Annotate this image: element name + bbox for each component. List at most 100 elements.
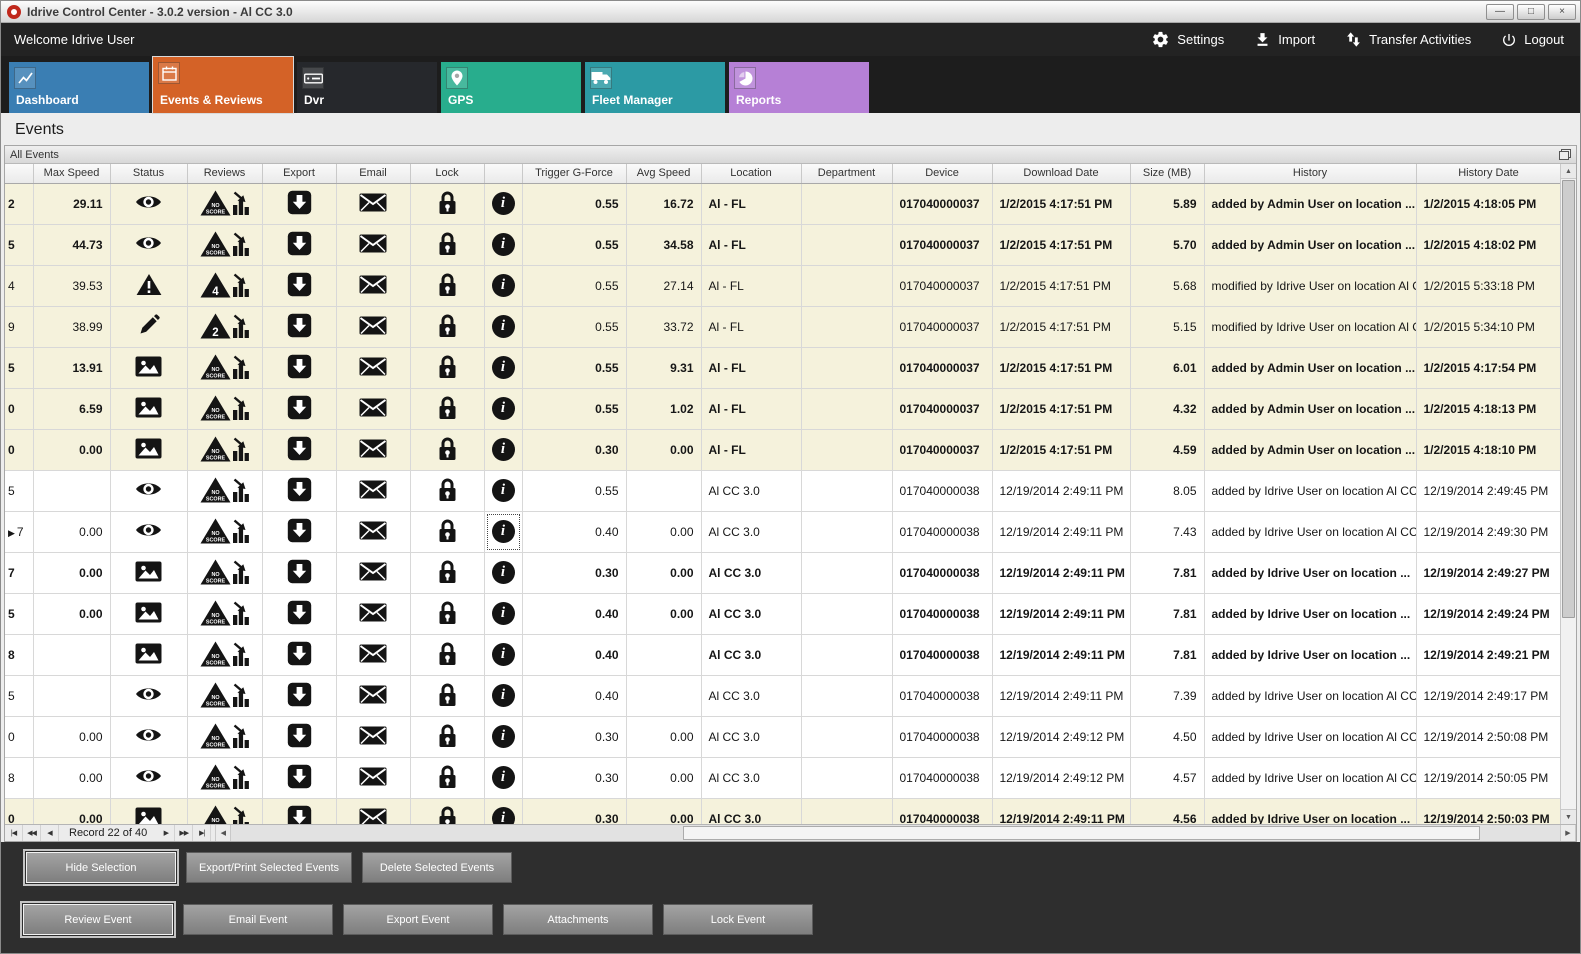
- cell-row-id[interactable]: 4: [5, 265, 34, 307]
- cell-download-date[interactable]: 12/19/2014 2:49:11 PM: [992, 593, 1131, 635]
- lock-icon[interactable]: [437, 601, 458, 628]
- cell-export[interactable]: [262, 183, 337, 225]
- cell-export[interactable]: [262, 388, 337, 430]
- cell-info[interactable]: i: [484, 388, 523, 430]
- cell-max-speed[interactable]: 0.00: [33, 429, 111, 471]
- cell-lock[interactable]: [410, 265, 485, 307]
- cell-row-id[interactable]: 7: [5, 552, 34, 594]
- cell-trigger-g-force[interactable]: 0.55: [522, 183, 627, 225]
- cell-download-date[interactable]: 12/19/2014 2:49:11 PM: [992, 470, 1131, 512]
- cell-lock[interactable]: [410, 470, 485, 512]
- cell-lock[interactable]: [410, 593, 485, 635]
- cell-avg-speed[interactable]: [626, 634, 702, 676]
- info-icon[interactable]: i: [491, 397, 515, 420]
- column-header-size-mb[interactable]: Size (MB): [1130, 164, 1205, 184]
- cell-lock[interactable]: [410, 511, 485, 553]
- nav-last-button[interactable]: ▶|: [193, 825, 212, 841]
- cell-history[interactable]: modified by Idrive User on location Al C…: [1204, 265, 1417, 307]
- column-header-status[interactable]: Status: [110, 164, 188, 184]
- cell-email[interactable]: [336, 634, 411, 676]
- cell-row-id[interactable]: 8: [5, 757, 34, 799]
- lock-event-button[interactable]: Lock Event: [663, 904, 813, 935]
- cell-status[interactable]: [110, 429, 188, 471]
- nav-prev-button[interactable]: ◀: [41, 825, 59, 841]
- column-header-history[interactable]: History: [1204, 164, 1417, 184]
- cell-status[interactable]: [110, 511, 188, 553]
- cell-row-id[interactable]: 2: [5, 183, 34, 225]
- cell-location[interactable]: Al - FL: [701, 224, 802, 266]
- cell-device[interactable]: 017040000038: [892, 798, 993, 824]
- cell-email[interactable]: [336, 183, 411, 225]
- cell-trigger-g-force[interactable]: 0.40: [522, 675, 627, 717]
- cell-email[interactable]: [336, 429, 411, 471]
- cell-history-date[interactable]: 12/19/2014 2:49:45 PM: [1416, 470, 1562, 512]
- info-icon[interactable]: i: [491, 356, 515, 379]
- cell-status[interactable]: [110, 388, 188, 430]
- cell-download-date[interactable]: 12/19/2014 2:49:11 PM: [992, 675, 1131, 717]
- export-icon[interactable]: [287, 518, 312, 546]
- cell-info[interactable]: i: [484, 593, 523, 635]
- lock-icon[interactable]: [437, 191, 458, 218]
- cell-download-date[interactable]: 12/19/2014 2:49:11 PM: [992, 552, 1131, 594]
- cell-department[interactable]: [801, 265, 893, 307]
- cell-lock[interactable]: [410, 757, 485, 799]
- lock-icon[interactable]: [437, 273, 458, 300]
- cell-history[interactable]: added by Idrive User on location ...: [1204, 798, 1417, 824]
- lock-icon[interactable]: [437, 683, 458, 710]
- column-header-location[interactable]: Location: [701, 164, 802, 184]
- scroll-left-icon[interactable]: ◀: [215, 825, 232, 841]
- column-header-reviews[interactable]: Reviews: [187, 164, 263, 184]
- cell-trigger-g-force[interactable]: 0.55: [522, 265, 627, 307]
- cell-row-id[interactable]: 0: [5, 798, 34, 824]
- cell-trigger-g-force[interactable]: 0.30: [522, 552, 627, 594]
- cell-avg-speed[interactable]: 0.00: [626, 757, 702, 799]
- cell-max-speed[interactable]: 39.53: [33, 265, 111, 307]
- cell-info[interactable]: i: [484, 511, 523, 553]
- cell-download-date[interactable]: 12/19/2014 2:49:11 PM: [992, 634, 1131, 676]
- column-header-trigger-g-force[interactable]: Trigger G-Force: [522, 164, 627, 184]
- email-icon[interactable]: [359, 644, 387, 666]
- info-icon[interactable]: i: [491, 807, 515, 824]
- cell-export[interactable]: [262, 511, 337, 553]
- cell-location[interactable]: Al - FL: [701, 306, 802, 348]
- export-icon[interactable]: [287, 559, 312, 587]
- cell-status[interactable]: [110, 183, 188, 225]
- cell-history-date[interactable]: 12/19/2014 2:49:21 PM: [1416, 634, 1562, 676]
- event-row[interactable]: ▶ 7 0.00 NO SCORE i 0.40 0.00 Al CC 3.0 017040000…: [5, 511, 1562, 553]
- email-icon[interactable]: [359, 357, 387, 379]
- email-icon[interactable]: [359, 398, 387, 420]
- info-icon[interactable]: i: [491, 479, 515, 502]
- export-icon[interactable]: [287, 395, 312, 423]
- column-header-department[interactable]: Department: [801, 164, 893, 184]
- export-icon[interactable]: [287, 190, 312, 218]
- cell-size-mb[interactable]: 4.59: [1130, 429, 1205, 471]
- cell-history-date[interactable]: 1/2/2015 4:18:13 PM: [1416, 388, 1562, 430]
- info-icon[interactable]: i: [491, 766, 515, 789]
- cell-download-date[interactable]: 1/2/2015 4:17:51 PM: [992, 306, 1131, 348]
- cell-avg-speed[interactable]: 0.00: [626, 798, 702, 824]
- export-icon[interactable]: [287, 436, 312, 464]
- cell-avg-speed[interactable]: [626, 675, 702, 717]
- lock-icon[interactable]: [437, 232, 458, 259]
- cell-history[interactable]: added by Admin User on location ...: [1204, 183, 1417, 225]
- cell-email[interactable]: [336, 593, 411, 635]
- cell-export[interactable]: [262, 306, 337, 348]
- cell-export[interactable]: [262, 593, 337, 635]
- event-row[interactable]: 5 13.91 NO SCORE i 0.55 9.31 Al - FL 01704000003…: [5, 347, 1562, 389]
- hscroll-thumb[interactable]: [683, 826, 1481, 840]
- cell-max-speed[interactable]: 44.73: [33, 224, 111, 266]
- column-header-export[interactable]: Export: [262, 164, 337, 184]
- cell-location[interactable]: Al CC 3.0: [701, 798, 802, 824]
- cell-history[interactable]: added by Idrive User on location Al CC .…: [1204, 470, 1417, 512]
- cell-location[interactable]: Al CC 3.0: [701, 757, 802, 799]
- cell-device[interactable]: 017040000037: [892, 429, 993, 471]
- email-icon[interactable]: [359, 808, 387, 824]
- export-icon[interactable]: [287, 313, 312, 341]
- cell-location[interactable]: Al CC 3.0: [701, 552, 802, 594]
- cell-history[interactable]: added by Idrive User on location Al CC .…: [1204, 757, 1417, 799]
- cell-location[interactable]: Al - FL: [701, 388, 802, 430]
